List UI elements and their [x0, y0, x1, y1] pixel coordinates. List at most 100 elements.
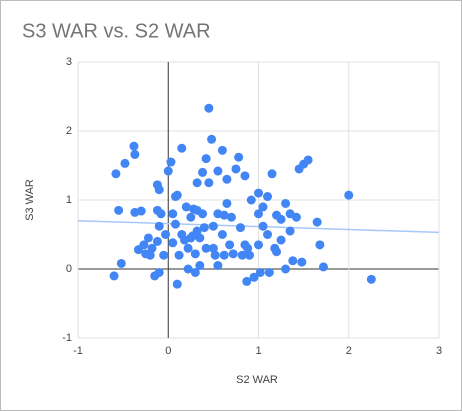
- point: [303, 155, 313, 165]
- point: [235, 223, 245, 233]
- point: [183, 264, 193, 274]
- point: [195, 261, 205, 271]
- x-tick-label: 3: [436, 345, 442, 357]
- point: [225, 240, 235, 250]
- point: [116, 258, 126, 268]
- point: [174, 250, 184, 260]
- point: [181, 202, 191, 212]
- point: [156, 209, 166, 219]
- point: [210, 250, 220, 260]
- point: [288, 256, 298, 266]
- point: [114, 205, 124, 215]
- y-axis-label: S3 WAR: [24, 179, 36, 221]
- point: [258, 221, 268, 231]
- point: [161, 230, 171, 239]
- point: [222, 198, 232, 208]
- point: [190, 267, 200, 277]
- y-tick-label: -1: [62, 332, 72, 344]
- x-axis-label: S2 WAR: [236, 374, 278, 386]
- point: [201, 154, 211, 164]
- x-tick-label: 0: [165, 345, 171, 357]
- point: [172, 190, 182, 200]
- point: [237, 250, 247, 260]
- point: [291, 212, 301, 222]
- point: [312, 217, 322, 227]
- point: [159, 250, 169, 260]
- point: [243, 243, 253, 253]
- point: [168, 238, 178, 248]
- point: [228, 249, 238, 259]
- point: [344, 190, 354, 200]
- y-tick-label: 1: [66, 194, 72, 206]
- point: [207, 134, 217, 144]
- point: [226, 212, 236, 222]
- point: [183, 243, 193, 253]
- point: [198, 167, 208, 177]
- point: [154, 221, 164, 231]
- point: [204, 103, 214, 113]
- x-tick-label: 2: [346, 345, 352, 357]
- point: [154, 185, 164, 195]
- y-tick-label: 2: [66, 125, 72, 137]
- point: [213, 166, 223, 176]
- point: [297, 257, 307, 267]
- point: [145, 250, 155, 260]
- point: [136, 206, 146, 216]
- point: [263, 230, 273, 239]
- point: [264, 267, 274, 277]
- point: [208, 221, 218, 231]
- point: [217, 230, 227, 239]
- x-tick-label: 1: [255, 345, 261, 357]
- trendline: [77, 219, 440, 234]
- point: [281, 198, 291, 208]
- point: [240, 171, 250, 181]
- point: [139, 240, 149, 250]
- y-tick-label: 0: [66, 263, 72, 275]
- point: [254, 209, 263, 219]
- point: [177, 143, 187, 153]
- point: [192, 226, 202, 236]
- point: [130, 149, 140, 159]
- point: [208, 243, 218, 253]
- point: [276, 235, 286, 245]
- point: [219, 250, 229, 260]
- point: [222, 174, 232, 184]
- point: [120, 158, 130, 168]
- point: [219, 210, 229, 220]
- point: [217, 145, 227, 155]
- point: [168, 209, 178, 219]
- point: [281, 264, 291, 274]
- point: [285, 226, 295, 236]
- point: [201, 243, 211, 253]
- point: [166, 157, 176, 167]
- point: [109, 271, 119, 281]
- point: [242, 276, 252, 286]
- point: [190, 249, 200, 259]
- point: [315, 240, 325, 250]
- point: [263, 192, 273, 202]
- point: [246, 195, 256, 205]
- point: [213, 261, 223, 271]
- point: [234, 152, 244, 162]
- y-tick-label: 3: [66, 56, 72, 68]
- point: [198, 209, 208, 219]
- point: [231, 164, 241, 174]
- point: [366, 274, 376, 284]
- point: [318, 262, 328, 272]
- point: [143, 233, 153, 243]
- point: [129, 141, 139, 151]
- point: [111, 169, 121, 179]
- point: [199, 223, 209, 233]
- point: [147, 243, 157, 253]
- point: [249, 272, 259, 282]
- point: [192, 178, 202, 188]
- point: [272, 247, 282, 257]
- x-tick-label: -1: [73, 345, 83, 357]
- point: [163, 166, 173, 176]
- point: [204, 178, 214, 188]
- point: [258, 202, 268, 212]
- point: [254, 188, 263, 198]
- point: [244, 250, 254, 260]
